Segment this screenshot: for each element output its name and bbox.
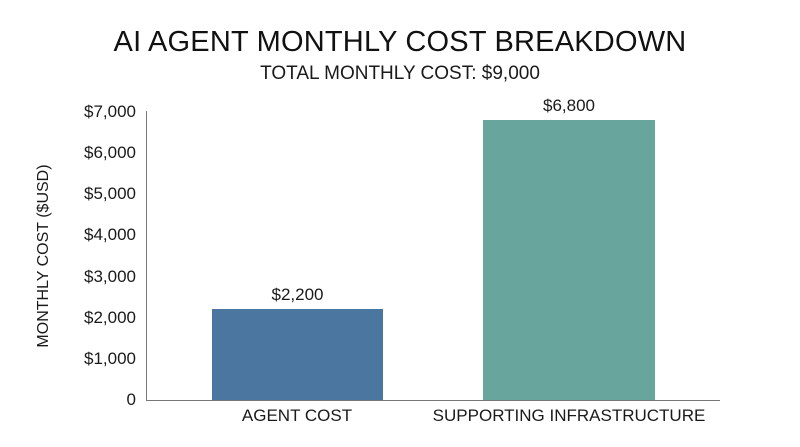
x-axis-line [146, 400, 720, 401]
y-axis-label: MONTHLY COST ($USD) [35, 164, 52, 348]
y-tick-label: $5,000 [84, 184, 136, 204]
bar-agent-cost [212, 309, 383, 400]
chart-title: AI AGENT MONTHLY COST BREAKDOWN [113, 26, 687, 58]
x-category-label-supporting-infrastructure: SUPPORTING INFRASTRUCTURE [432, 406, 706, 425]
y-tick-label: 0 [126, 390, 136, 409]
bar-value-label-agent-cost: $2,200 [271, 285, 324, 305]
y-tick-label: $7,000 [84, 102, 136, 121]
y-tick-label: $6,000 [84, 143, 136, 163]
y-axis-line [146, 111, 147, 401]
bar-value-label-supporting-infrastructure: $6,800 [543, 96, 595, 116]
chart-subtitle: TOTAL MONTHLY COST: $9,000 [260, 63, 540, 84]
x-category-label-agent-cost: AGENT COST [241, 406, 353, 425]
bar-supporting-infrastructure [483, 120, 655, 400]
y-tick-label: $3,000 [84, 266, 136, 286]
y-tick-label: $2,000 [84, 307, 136, 327]
y-tick-label: $4,000 [84, 225, 136, 245]
y-tick-label: $1,000 [84, 348, 136, 368]
